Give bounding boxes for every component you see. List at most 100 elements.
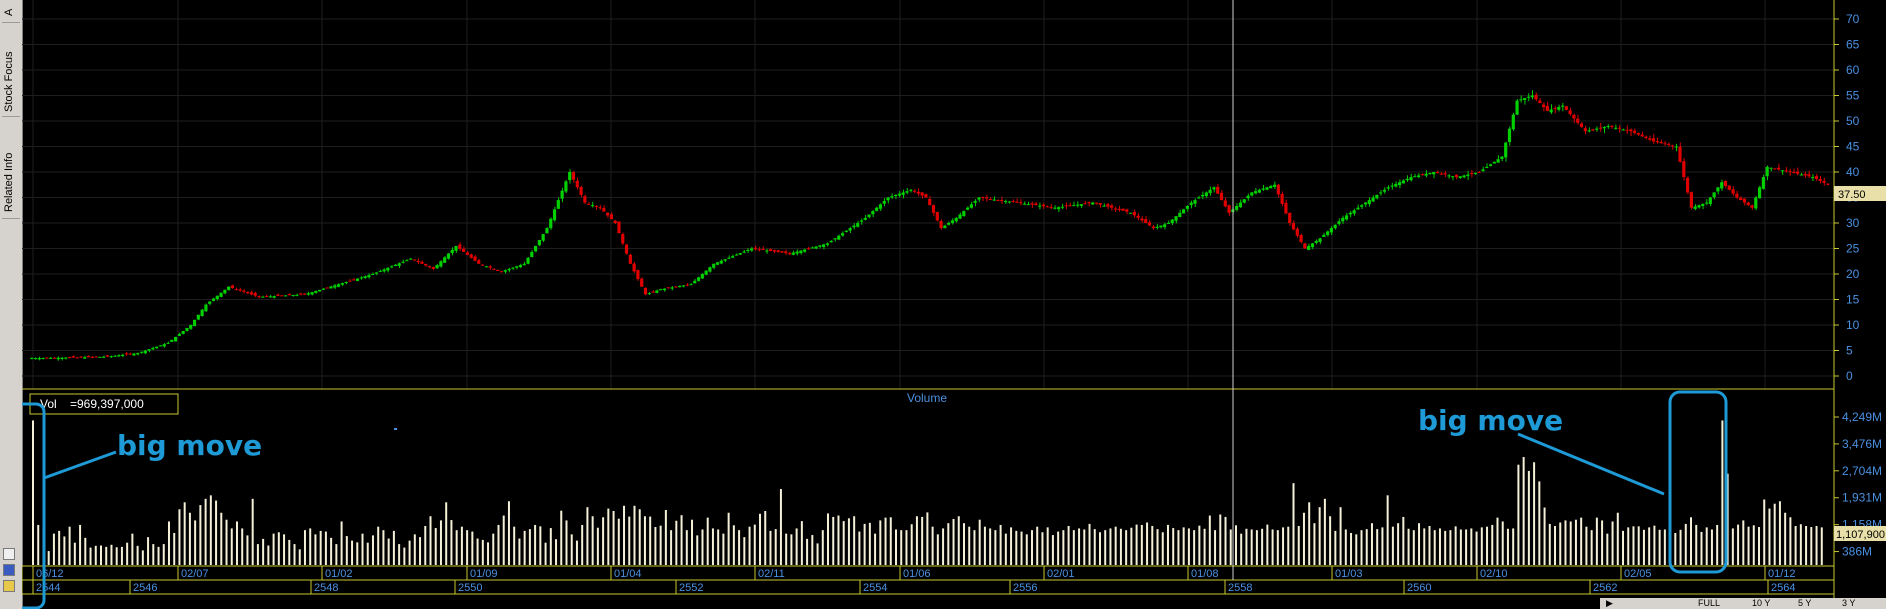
volume-bar: [654, 527, 657, 565]
candle-body: [1398, 182, 1402, 186]
date-label: 01/06: [903, 568, 931, 580]
candle-body: [1428, 172, 1432, 175]
range-toolbar: ▶ FULL 10 Y 5 Y 3 Y: [1600, 598, 1886, 609]
candle-body: [1443, 173, 1447, 175]
volume-bar: [1423, 528, 1426, 565]
candle-body: [1462, 175, 1466, 178]
candle-body: [1758, 187, 1762, 199]
volume-bar: [1292, 483, 1295, 565]
candle-body: [1674, 146, 1678, 148]
volume-bar: [1198, 525, 1201, 565]
open-folder-icon[interactable]: [3, 580, 15, 592]
volume-title: Volume: [907, 391, 947, 405]
candle-body: [1269, 186, 1273, 189]
candle-body: [1614, 127, 1618, 129]
candle-body: [545, 228, 549, 234]
candle-body: [882, 200, 886, 204]
volume-bar: [309, 528, 312, 565]
volume-bar: [962, 523, 965, 565]
candle-body: [60, 357, 64, 359]
candle-body: [761, 248, 765, 251]
volume-bar: [1161, 532, 1164, 565]
volume-bar: [1146, 522, 1149, 565]
candle-body: [1034, 203, 1038, 206]
range-10y-button[interactable]: 10 Y: [1752, 598, 1771, 608]
range-5y-button[interactable]: 5 Y: [1798, 598, 1812, 608]
candle-body: [1174, 216, 1178, 221]
volume-bar: [272, 533, 275, 565]
candle-body: [1432, 172, 1436, 175]
volume-bar: [534, 524, 537, 565]
candle-body: [1454, 174, 1459, 178]
volume-bar: [1501, 521, 1504, 565]
candle-body: [1375, 194, 1379, 199]
candle-body: [1602, 126, 1606, 129]
volume-bar: [1690, 517, 1693, 565]
tab-stock-focus[interactable]: Stock Focus: [3, 51, 15, 112]
volume-bar: [293, 544, 296, 565]
candle-body: [1151, 226, 1155, 229]
range-full-button[interactable]: FULL: [1698, 598, 1721, 608]
candle-body: [920, 192, 924, 196]
volume-bar: [989, 528, 992, 565]
volume-bar: [1794, 525, 1797, 565]
candle-body: [1015, 201, 1019, 203]
tab-a[interactable]: A: [3, 8, 15, 16]
volume-bar: [1193, 530, 1196, 565]
volume-bar: [1658, 529, 1661, 565]
volume-bar: [1585, 526, 1588, 565]
play-icon[interactable]: ▶: [1606, 598, 1613, 608]
volume-bar: [131, 533, 134, 565]
candle-body: [541, 234, 545, 241]
candle-body: [1163, 224, 1167, 228]
candle-body: [170, 339, 174, 342]
save-icon[interactable]: [3, 564, 15, 576]
volume-bar: [628, 516, 631, 565]
stock-chart[interactable]: 0510152025303540455055606570 386M1,158M1…: [22, 0, 1886, 609]
volume-bar: [889, 517, 892, 565]
new-page-button[interactable]: [3, 548, 15, 560]
candle-body: [1155, 226, 1159, 228]
volume-bar: [1302, 512, 1305, 565]
candle-body: [753, 247, 757, 250]
candle-body: [681, 285, 685, 287]
candle-body: [799, 250, 803, 254]
candle-body: [291, 295, 295, 297]
candle-body: [333, 285, 337, 288]
candle-body: [583, 196, 587, 203]
volume-bar: [905, 530, 908, 565]
candle-body: [708, 267, 712, 272]
candle-body: [1420, 174, 1424, 176]
candle-body: [143, 350, 147, 354]
volume-bar: [1046, 527, 1049, 565]
candle-body: [1197, 197, 1201, 199]
candle-body: [613, 220, 617, 223]
volume-bar: [738, 530, 741, 565]
volume-bar: [1229, 529, 1232, 565]
volume-bar: [471, 531, 474, 565]
last-volume-value: 1,107,900: [1836, 529, 1885, 541]
candle-body: [822, 244, 826, 247]
candle-body: [355, 278, 360, 281]
candle-body: [1519, 99, 1523, 101]
tab-related-info[interactable]: Related Info: [3, 152, 15, 212]
candle-body: [859, 220, 864, 222]
candle-body: [875, 207, 879, 211]
candle-body: [871, 211, 875, 215]
range-3y-button[interactable]: 3 Y: [1842, 598, 1856, 608]
volume-bar: [507, 501, 510, 565]
volume-bar: [853, 516, 856, 565]
volume-bar: [1506, 528, 1509, 565]
candle-body: [621, 234, 625, 244]
candle-body: [223, 289, 227, 294]
volume-bar: [460, 526, 463, 565]
candle-body: [249, 292, 253, 295]
volume-bar: [1611, 521, 1614, 565]
volume-bar: [141, 550, 144, 565]
candle-body: [1227, 205, 1231, 213]
candle-body: [939, 221, 943, 229]
candle-body: [1807, 174, 1811, 177]
candle-body: [371, 274, 375, 275]
candle-body: [1189, 202, 1193, 206]
pointer-line: [1517, 432, 1665, 496]
